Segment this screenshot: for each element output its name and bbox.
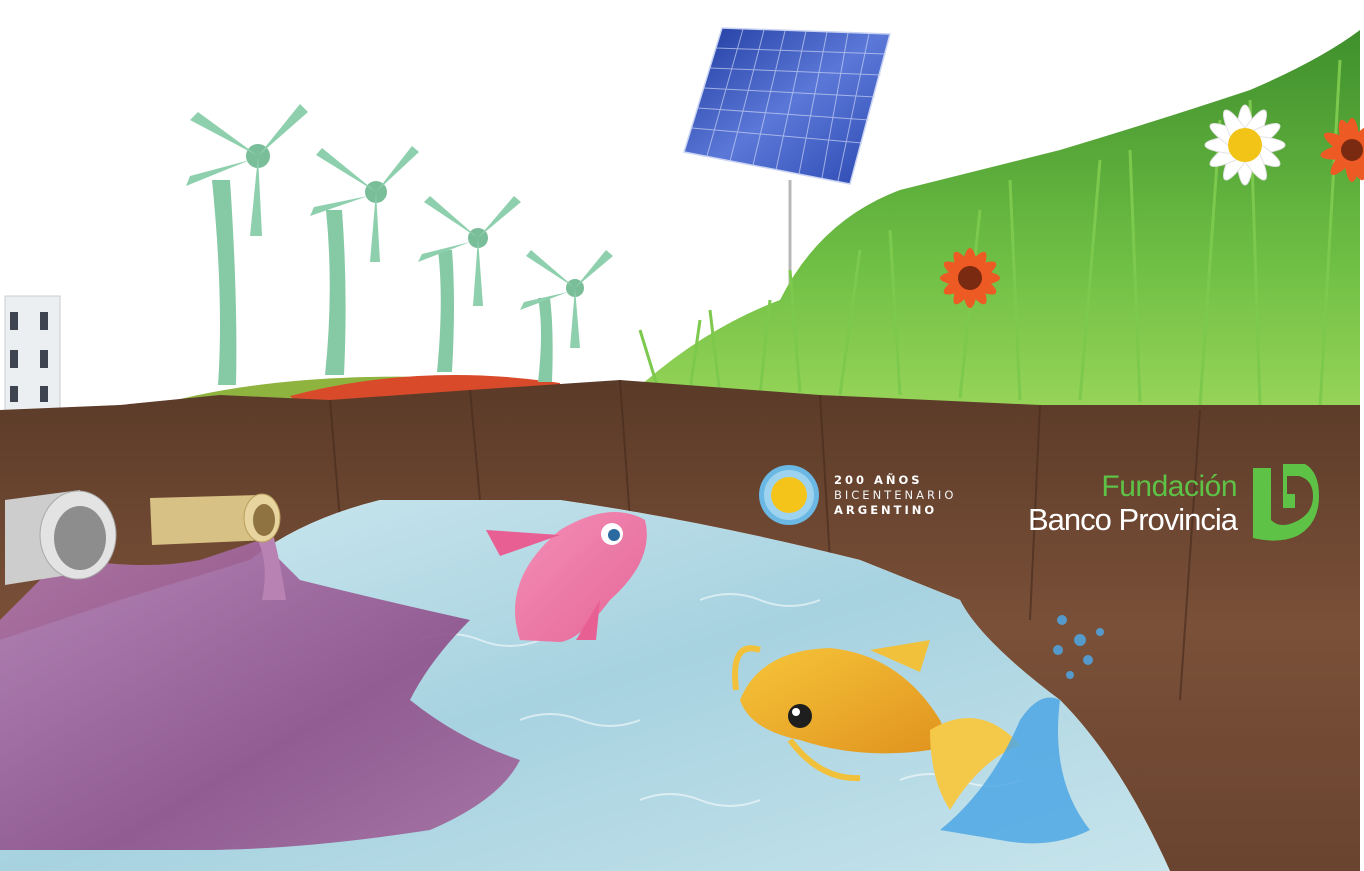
- bicentenario-logo: 200 AÑOS BICENTENARIO ARGENTINO: [756, 462, 956, 528]
- pink-fish-icon: [486, 512, 647, 642]
- flower-icon: [940, 248, 1000, 308]
- flower-icon: [1320, 118, 1364, 182]
- bicentenario-line2: BICENTENARIO: [834, 487, 957, 502]
- building: [4, 295, 61, 412]
- bicentenario-line1: 200 AÑOS: [834, 472, 923, 487]
- wind-turbine-icon: [310, 146, 419, 375]
- fundacion-line1: Fundación: [1101, 469, 1238, 503]
- solar-panel-icon: [683, 27, 891, 300]
- polluted-water: [0, 530, 520, 850]
- fundacion-text: Fundación Banco Provincia: [1028, 469, 1238, 537]
- fundacion-logo: Fundación Banco Provincia: [1028, 464, 1320, 542]
- wind-turbine-icon: [520, 250, 613, 382]
- water-splash: [940, 615, 1104, 844]
- pipe-icon: [150, 493, 281, 545]
- fundacion-line2: Banco Provincia: [1028, 501, 1238, 537]
- pipe-icon: [5, 490, 117, 585]
- sun-icon: [759, 465, 819, 525]
- banco-provincia-icon: [1253, 464, 1320, 541]
- bicentenario-line3: ARGENTINO: [834, 502, 938, 517]
- grass: [630, 30, 1360, 420]
- bicentenario-text: 200 AÑOS BICENTENARIO ARGENTINO: [834, 473, 956, 518]
- gold-fish-icon: [732, 640, 1020, 810]
- wind-turbine-icon: [186, 104, 308, 385]
- soil: [0, 379, 1360, 871]
- wind-turbine-icon: [418, 196, 521, 372]
- daisy-icon: [1204, 104, 1286, 186]
